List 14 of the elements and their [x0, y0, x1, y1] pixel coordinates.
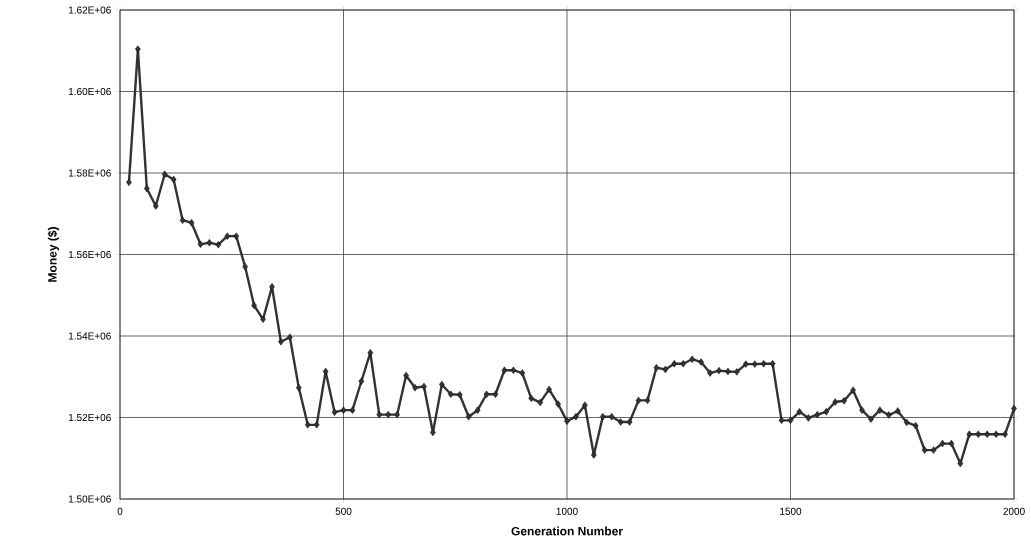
- y-tick-label: 1.56E+06: [68, 250, 111, 259]
- y-axis-title: Money ($): [47, 227, 60, 282]
- y-tick-label: 1.60E+06: [68, 87, 111, 96]
- x-tick-label: 1500: [780, 507, 802, 515]
- y-tick-label: 1.50E+06: [68, 495, 111, 503]
- x-tick-label: 500: [335, 507, 352, 515]
- x-tick-label: 1000: [556, 507, 578, 515]
- y-tick-label: 1.54E+06: [68, 332, 111, 340]
- y-tick-label: 1.58E+06: [68, 169, 111, 177]
- y-tick-label: 1.62E+06: [68, 6, 111, 14]
- x-tick-label: 2000: [1003, 507, 1025, 515]
- y-tick-label: 1.52E+06: [68, 413, 111, 422]
- x-axis-title: Generation Number: [511, 526, 623, 536]
- x-tick-label: 0: [117, 507, 123, 515]
